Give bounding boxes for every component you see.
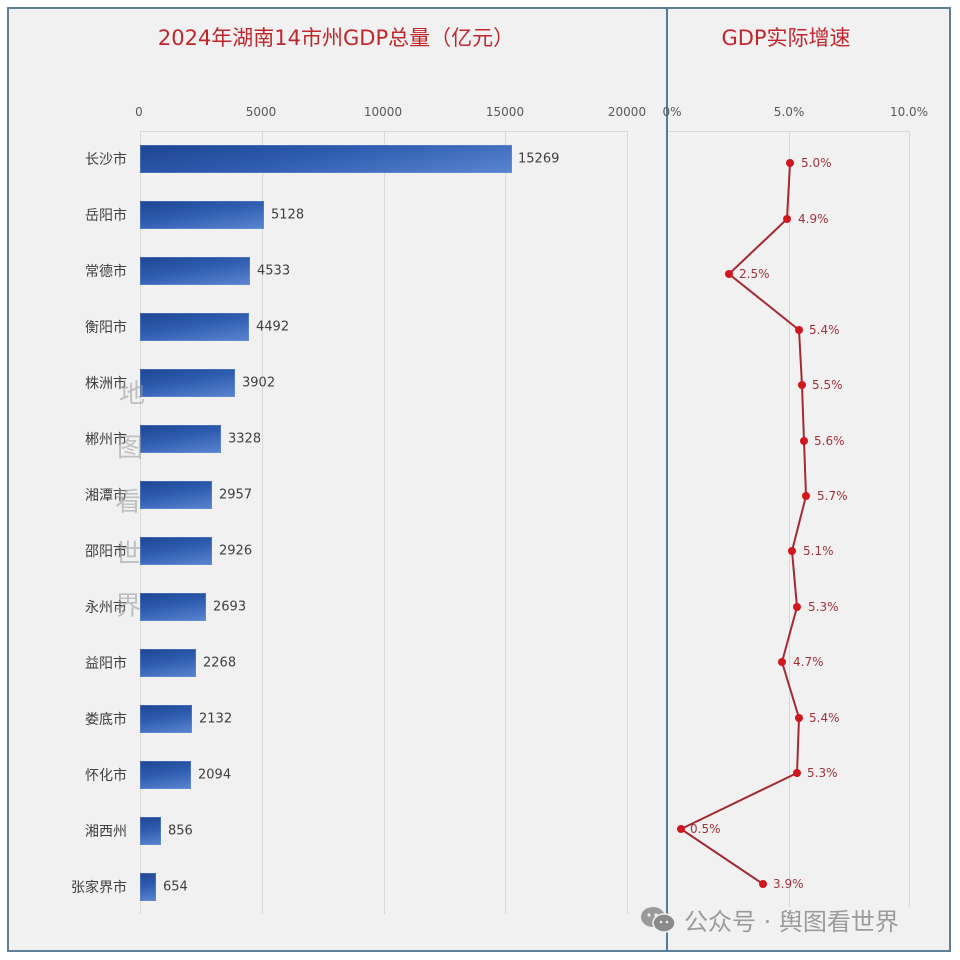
- gdp-value-label: 2957: [219, 487, 253, 503]
- gdp-bar: [140, 761, 191, 789]
- gdp-value-label: 654: [163, 879, 188, 895]
- gdp-bar: [140, 425, 221, 453]
- gdp-value-label: 4492: [256, 319, 290, 335]
- category-label: 娄底市: [85, 712, 127, 728]
- right-chart-title: GDP实际增速: [721, 26, 851, 50]
- growth-line: [678, 162, 808, 885]
- gdp-bar: [140, 313, 249, 341]
- x-tick: 0: [135, 105, 143, 119]
- gdp-bar: [140, 145, 512, 173]
- gdp-value-label: 3902: [242, 375, 276, 391]
- gridline: [627, 131, 628, 914]
- x-tick: 20000: [607, 105, 647, 119]
- growth-value-label: 5.4%: [809, 711, 840, 725]
- gdp-value-label: 856: [168, 823, 193, 839]
- growth-value-label: 5.3%: [808, 600, 839, 614]
- watermark-char: 图: [116, 433, 144, 464]
- x-tick: 5000: [245, 105, 277, 119]
- gdp-bar: [140, 257, 250, 285]
- category-label: 常德市: [85, 264, 127, 280]
- category-label: 湘潭市: [85, 488, 127, 504]
- category-label: 湘西州: [85, 824, 127, 840]
- watermark-char: 看: [114, 487, 142, 518]
- gdp-value-label: 2132: [199, 711, 233, 727]
- growth-value-label: 5.7%: [817, 489, 848, 503]
- gdp-bar: [140, 873, 156, 901]
- gridline: [505, 131, 506, 914]
- growth-value-label: 3.9%: [773, 877, 804, 891]
- gridline: [140, 131, 141, 914]
- growth-x-tick: 5.0%: [773, 105, 805, 119]
- category-label: 邵阳市: [85, 544, 127, 560]
- gdp-value-label: 2693: [213, 599, 247, 615]
- growth-value-label: 5.0%: [801, 156, 832, 170]
- gdp-value-label: 2094: [198, 767, 232, 783]
- gdp-value-label: 5128: [271, 207, 305, 223]
- category-label: 益阳市: [85, 656, 127, 672]
- gdp-bar: [140, 481, 212, 509]
- x-tick: 10000: [363, 105, 403, 119]
- gdp-value-label: 15269: [518, 151, 560, 167]
- wechat-icon: [640, 905, 676, 935]
- growth-value-label: 5.1%: [803, 544, 834, 558]
- gdp-bar: [140, 537, 212, 565]
- growth-markers: [677, 159, 810, 888]
- watermark-char: 地: [118, 379, 146, 410]
- panel-divider: [666, 7, 668, 952]
- footer-watermark: 公众号 · 舆图看世界: [640, 902, 899, 937]
- gdp-bar: [140, 705, 192, 733]
- gdp-value-label: 2268: [203, 655, 237, 671]
- watermark-char: 界: [114, 591, 142, 622]
- growth-x-tick: 10.0%: [889, 105, 929, 119]
- growth-value-label: 5.6%: [814, 434, 845, 448]
- growth-x-tick: 0%: [662, 105, 682, 119]
- x-tick: 15000: [485, 105, 525, 119]
- category-label: 怀化市: [85, 768, 127, 784]
- category-label: 衡阳市: [85, 320, 127, 336]
- growth-value-label: 4.9%: [798, 212, 829, 226]
- gdp-value-label: 3328: [228, 431, 262, 447]
- growth-gridline: [909, 131, 910, 907]
- growth-value-label: 0.5%: [690, 822, 721, 836]
- gdp-bar: [140, 649, 196, 677]
- gdp-bar: [140, 369, 235, 397]
- growth-value-label: 5.5%: [812, 378, 843, 392]
- gridline: [384, 131, 385, 914]
- gdp-bar: [140, 817, 161, 845]
- gdp-bar: [140, 593, 206, 621]
- watermark-char: 世: [114, 539, 142, 570]
- gdp-bar: [140, 201, 264, 229]
- left-chart-title: 2024年湖南14市州GDP总量（亿元）: [157, 26, 515, 50]
- category-label: 株洲市: [85, 376, 127, 392]
- category-label: 永州市: [85, 600, 127, 616]
- growth-value-label: 5.4%: [809, 323, 840, 337]
- growth-value-label: 4.7%: [793, 655, 824, 669]
- category-label: 张家界市: [71, 880, 127, 896]
- gdp-value-label: 2926: [219, 543, 253, 559]
- growth-value-label: 2.5%: [739, 267, 770, 281]
- category-label: 长沙市: [85, 152, 127, 168]
- growth-value-label: 5.3%: [807, 766, 838, 780]
- gdp-value-label: 4533: [257, 263, 291, 279]
- category-label: 岳阳市: [85, 208, 127, 224]
- category-label: 郴州市: [85, 432, 127, 448]
- footer-watermark-text: 公众号 · 舆图看世界: [684, 908, 899, 936]
- growth-gridline: [789, 131, 790, 907]
- gridline: [262, 131, 263, 914]
